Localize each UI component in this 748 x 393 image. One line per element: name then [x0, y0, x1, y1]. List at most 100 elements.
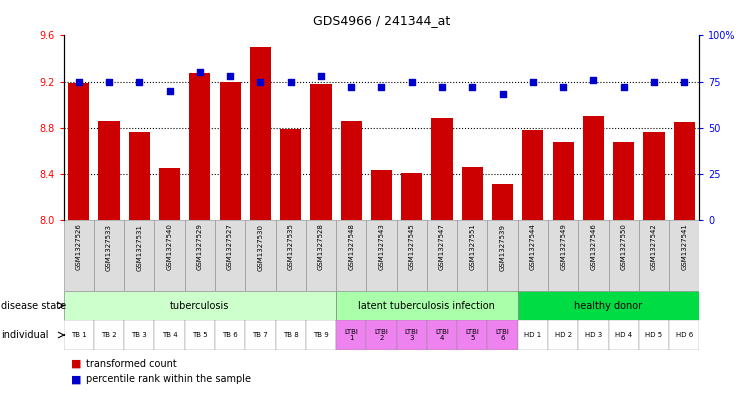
FancyBboxPatch shape: [124, 320, 154, 350]
FancyBboxPatch shape: [639, 220, 669, 291]
Bar: [280, 129, 301, 220]
FancyBboxPatch shape: [336, 292, 518, 320]
Text: disease state: disease state: [1, 301, 66, 310]
Bar: [99, 121, 120, 220]
Bar: [553, 141, 574, 220]
FancyBboxPatch shape: [245, 220, 275, 291]
Text: GDS4966 / 241344_at: GDS4966 / 241344_at: [313, 15, 450, 28]
Text: tuberculosis: tuberculosis: [170, 301, 230, 310]
Text: TB 3: TB 3: [132, 332, 147, 338]
Bar: [68, 83, 89, 220]
FancyBboxPatch shape: [457, 220, 488, 291]
Point: [315, 73, 327, 79]
Text: GSM1327539: GSM1327539: [500, 224, 506, 271]
Text: HD 1: HD 1: [524, 332, 542, 338]
Text: ■: ■: [71, 374, 82, 384]
Bar: [492, 184, 513, 220]
Text: latent tuberculosis infection: latent tuberculosis infection: [358, 301, 495, 310]
FancyBboxPatch shape: [427, 220, 457, 291]
Text: LTBI
1: LTBI 1: [344, 329, 358, 341]
Text: GSM1327549: GSM1327549: [560, 224, 566, 270]
FancyBboxPatch shape: [669, 320, 699, 350]
Text: transformed count: transformed count: [86, 358, 177, 369]
FancyBboxPatch shape: [94, 220, 124, 291]
Text: GSM1327551: GSM1327551: [469, 224, 475, 270]
Bar: [462, 167, 483, 220]
Point: [527, 78, 539, 84]
Bar: [159, 168, 180, 220]
FancyBboxPatch shape: [64, 320, 94, 350]
FancyBboxPatch shape: [609, 320, 639, 350]
Text: TB 2: TB 2: [101, 332, 117, 338]
Text: LTBI
2: LTBI 2: [375, 329, 388, 341]
Text: individual: individual: [1, 330, 49, 340]
Text: GSM1327547: GSM1327547: [439, 224, 445, 270]
Point: [405, 78, 417, 84]
Text: TB 8: TB 8: [283, 332, 298, 338]
Text: GSM1327546: GSM1327546: [590, 224, 596, 270]
FancyBboxPatch shape: [518, 220, 548, 291]
FancyBboxPatch shape: [124, 220, 154, 291]
Text: TB 1: TB 1: [71, 332, 87, 338]
Text: GSM1327527: GSM1327527: [227, 224, 233, 270]
Text: LTBI
6: LTBI 6: [496, 329, 509, 341]
Point: [375, 84, 387, 90]
Text: HD 2: HD 2: [554, 332, 571, 338]
Point: [587, 77, 599, 83]
FancyBboxPatch shape: [488, 320, 518, 350]
Bar: [522, 130, 544, 220]
FancyBboxPatch shape: [669, 220, 699, 291]
FancyBboxPatch shape: [215, 320, 245, 350]
Text: HD 5: HD 5: [646, 332, 663, 338]
FancyBboxPatch shape: [578, 220, 609, 291]
Text: GSM1327540: GSM1327540: [167, 224, 173, 270]
FancyBboxPatch shape: [457, 320, 488, 350]
Point: [285, 78, 297, 84]
Text: LTBI
4: LTBI 4: [435, 329, 449, 341]
Text: GSM1327542: GSM1327542: [651, 224, 657, 270]
Bar: [583, 116, 604, 220]
Text: HD 6: HD 6: [675, 332, 693, 338]
Point: [103, 78, 115, 84]
FancyBboxPatch shape: [367, 320, 396, 350]
Text: GSM1327530: GSM1327530: [257, 224, 263, 271]
Bar: [613, 141, 634, 220]
Point: [557, 84, 569, 90]
Bar: [674, 122, 695, 220]
FancyBboxPatch shape: [154, 220, 185, 291]
FancyBboxPatch shape: [396, 220, 427, 291]
FancyBboxPatch shape: [245, 320, 275, 350]
Text: TB 7: TB 7: [253, 332, 269, 338]
Bar: [129, 132, 150, 220]
FancyBboxPatch shape: [64, 220, 94, 291]
Point: [436, 84, 448, 90]
FancyBboxPatch shape: [94, 320, 124, 350]
FancyBboxPatch shape: [578, 320, 609, 350]
FancyBboxPatch shape: [367, 220, 396, 291]
Text: TB 5: TB 5: [192, 332, 208, 338]
Point: [164, 88, 176, 94]
Bar: [340, 121, 362, 220]
Text: GSM1327535: GSM1327535: [288, 224, 294, 270]
Text: HD 3: HD 3: [585, 332, 602, 338]
FancyBboxPatch shape: [548, 220, 578, 291]
Text: TB 6: TB 6: [222, 332, 238, 338]
FancyBboxPatch shape: [215, 220, 245, 291]
Text: GSM1327526: GSM1327526: [76, 224, 82, 270]
Point: [466, 84, 478, 90]
Bar: [643, 132, 664, 220]
Point: [194, 69, 206, 75]
Text: GSM1327544: GSM1327544: [530, 224, 536, 270]
Bar: [432, 118, 453, 220]
FancyBboxPatch shape: [609, 220, 639, 291]
Text: GSM1327529: GSM1327529: [197, 224, 203, 270]
Text: LTBI
3: LTBI 3: [405, 329, 419, 341]
FancyBboxPatch shape: [427, 320, 457, 350]
Text: GSM1327533: GSM1327533: [106, 224, 112, 271]
Text: TB 9: TB 9: [313, 332, 329, 338]
FancyBboxPatch shape: [336, 320, 367, 350]
Text: GSM1327543: GSM1327543: [378, 224, 384, 270]
FancyBboxPatch shape: [518, 292, 699, 320]
Text: GSM1327528: GSM1327528: [318, 224, 324, 270]
Point: [346, 84, 358, 90]
